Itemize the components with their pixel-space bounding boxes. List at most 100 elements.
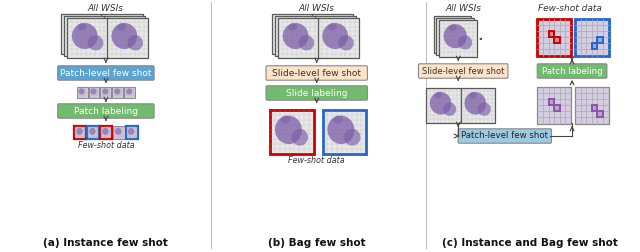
Ellipse shape [298,35,314,50]
FancyBboxPatch shape [272,14,314,54]
FancyBboxPatch shape [433,16,471,52]
FancyBboxPatch shape [436,17,474,54]
FancyBboxPatch shape [101,14,143,54]
Text: Patch-level few shot: Patch-level few shot [60,69,152,78]
FancyBboxPatch shape [67,18,109,58]
FancyBboxPatch shape [74,125,86,139]
Ellipse shape [281,116,290,124]
FancyBboxPatch shape [592,43,598,49]
FancyBboxPatch shape [266,66,367,80]
Ellipse shape [443,103,456,116]
Ellipse shape [126,88,132,94]
Ellipse shape [333,116,342,124]
Ellipse shape [88,35,104,50]
FancyBboxPatch shape [440,19,477,56]
FancyBboxPatch shape [124,86,135,98]
Ellipse shape [90,88,97,94]
Ellipse shape [435,92,442,98]
FancyBboxPatch shape [461,87,495,122]
Text: Patch-level few shot: Patch-level few shot [461,132,548,141]
FancyBboxPatch shape [554,105,560,111]
Text: ...: ... [312,30,326,44]
Ellipse shape [275,116,302,144]
FancyBboxPatch shape [548,99,554,105]
FancyBboxPatch shape [61,14,103,54]
Ellipse shape [77,23,86,30]
FancyBboxPatch shape [598,111,603,117]
FancyBboxPatch shape [58,104,154,118]
FancyBboxPatch shape [537,64,607,78]
FancyBboxPatch shape [548,31,554,37]
Ellipse shape [89,128,96,135]
FancyBboxPatch shape [419,64,508,78]
FancyBboxPatch shape [100,86,111,98]
Ellipse shape [344,129,360,146]
Text: Slide-level few shot: Slide-level few shot [422,67,504,76]
Text: All WSIs: All WSIs [88,4,124,13]
FancyBboxPatch shape [575,18,609,55]
FancyBboxPatch shape [426,87,461,122]
Ellipse shape [444,24,467,48]
Ellipse shape [117,23,126,30]
FancyBboxPatch shape [113,86,124,98]
FancyBboxPatch shape [317,18,359,58]
FancyBboxPatch shape [77,86,88,98]
Ellipse shape [328,116,355,144]
Text: Slide-level few shot: Slide-level few shot [272,69,361,78]
Text: All WSIs: All WSIs [445,4,481,13]
Text: ...: ... [470,30,484,44]
Ellipse shape [72,23,98,49]
Ellipse shape [128,128,134,135]
Ellipse shape [76,128,83,135]
FancyBboxPatch shape [312,14,353,54]
FancyBboxPatch shape [315,16,356,56]
Ellipse shape [115,128,122,135]
Text: Few-shot data: Few-shot data [77,141,134,150]
FancyBboxPatch shape [270,110,314,154]
FancyBboxPatch shape [554,37,560,43]
Text: Slide labeling: Slide labeling [286,88,348,98]
FancyBboxPatch shape [113,125,125,139]
Ellipse shape [477,103,491,116]
FancyBboxPatch shape [87,125,99,139]
FancyBboxPatch shape [278,18,320,58]
Text: All WSIs: All WSIs [299,4,335,13]
Ellipse shape [102,128,109,135]
FancyBboxPatch shape [100,125,112,139]
Text: Few-shot data: Few-shot data [538,4,602,13]
Ellipse shape [328,23,337,30]
Ellipse shape [469,92,477,98]
Ellipse shape [127,35,143,50]
Text: Patch labeling: Patch labeling [74,107,138,115]
Ellipse shape [292,129,308,146]
Ellipse shape [79,88,84,94]
Text: (a) Instance few shot: (a) Instance few shot [44,238,168,248]
FancyBboxPatch shape [275,16,317,56]
Text: ...: ... [100,30,115,44]
Ellipse shape [449,24,457,31]
Ellipse shape [465,92,486,115]
Ellipse shape [430,92,451,115]
FancyBboxPatch shape [125,125,138,139]
FancyBboxPatch shape [88,86,99,98]
Ellipse shape [283,23,308,49]
FancyBboxPatch shape [323,110,366,154]
Text: (c) Instance and Bag few shot: (c) Instance and Bag few shot [442,238,618,248]
FancyBboxPatch shape [266,86,367,100]
FancyBboxPatch shape [65,16,106,56]
Ellipse shape [288,23,297,30]
FancyBboxPatch shape [538,18,571,55]
Ellipse shape [115,88,120,94]
Ellipse shape [338,35,354,50]
Ellipse shape [323,23,348,49]
Ellipse shape [458,35,472,49]
FancyBboxPatch shape [58,66,154,80]
Ellipse shape [111,23,137,49]
FancyBboxPatch shape [598,37,603,43]
FancyBboxPatch shape [592,105,598,111]
FancyBboxPatch shape [107,18,148,58]
FancyBboxPatch shape [575,86,609,123]
Text: Patch labeling: Patch labeling [542,67,602,76]
Text: Few-shot data: Few-shot data [289,156,345,165]
FancyBboxPatch shape [458,129,552,143]
